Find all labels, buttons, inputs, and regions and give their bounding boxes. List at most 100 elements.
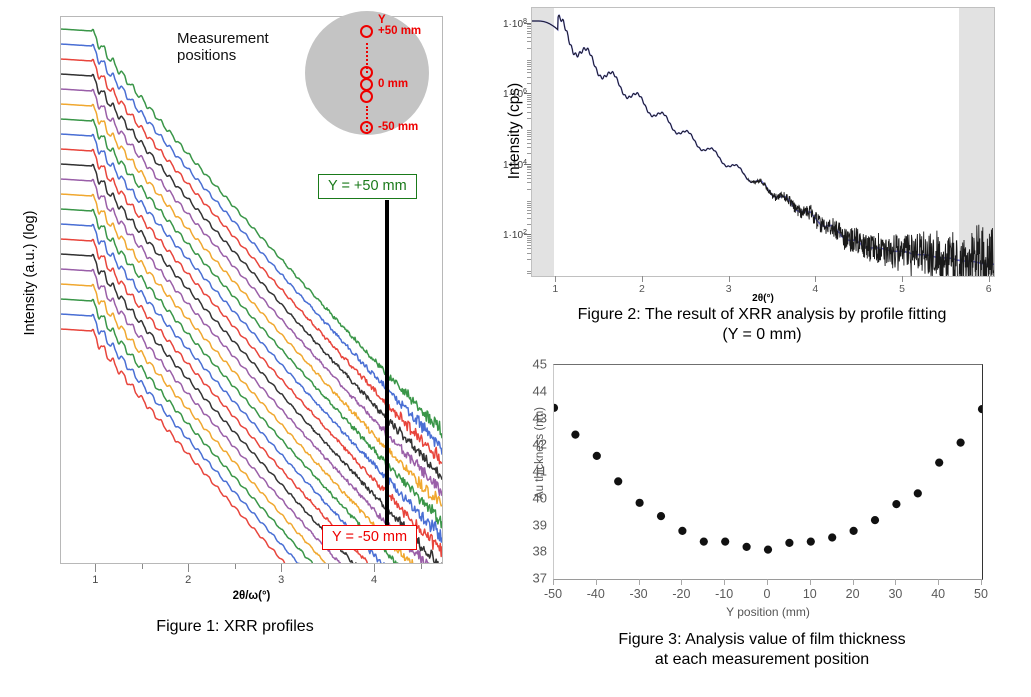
figure-2-y-minor-tick	[527, 248, 531, 250]
figure-3-x-tick	[724, 579, 726, 585]
figure-2-y-minor-tick	[527, 61, 531, 63]
figure-2-y-minor-tick	[527, 200, 531, 202]
figure-2-y-minor-tick	[527, 204, 531, 206]
figure-2-x-tick-label: 4	[812, 283, 819, 295]
figure-1-x-tick-label: 3	[278, 574, 285, 586]
xrr-profile-curve	[61, 73, 442, 480]
figure-3-y-tick-label: 38	[532, 543, 547, 559]
figure-3-x-tick	[938, 579, 940, 585]
figure-3-x-tick-label: -40	[586, 587, 605, 601]
figure-3-x-tick-label: -30	[629, 587, 648, 601]
figure-2-left-band	[532, 8, 554, 276]
figure-3-panel: Au thickness (nm) 37 38 39 40 41 42 43 44 45 -50…	[487, 352, 1031, 697]
scatter-point	[721, 537, 730, 546]
scatter-point	[699, 537, 708, 546]
figure-2-y-minor-tick	[527, 171, 531, 173]
figure-2-y-minor-tick	[527, 139, 531, 141]
figure-2-y-minor-tick	[527, 36, 531, 38]
scatter-point	[806, 537, 815, 546]
figure-3-x-tick-label: 50	[974, 587, 988, 601]
figure-2-caption: Figure 2: The result of XRR analysis by …	[497, 305, 1027, 346]
figure-2-y-minor-tick	[527, 76, 531, 78]
figure-2-y-tick	[524, 234, 531, 236]
figure-3-x-tick-label: 30	[888, 587, 903, 601]
scatter-point	[656, 512, 666, 521]
xrr-profile-curve	[61, 238, 369, 563]
figure-2-y-minor-tick	[527, 223, 531, 225]
xrr-profile-curve	[61, 118, 442, 529]
figure-2-y-minor-tick	[527, 252, 531, 254]
figure-2-y-minor-tick	[527, 130, 531, 132]
figure-2-x-tick	[728, 276, 730, 282]
figure-2-y-minor-tick	[527, 33, 531, 35]
figure-2-y-minor-tick	[527, 242, 531, 244]
scatter-point	[935, 458, 944, 467]
figure-2-y-minor-tick	[527, 245, 531, 247]
figure-1-x-tick-label: 4	[371, 574, 378, 586]
figure-3-x-tick	[681, 579, 683, 585]
figure-3-scatter-points	[554, 403, 982, 554]
figure-2-x-tick	[641, 276, 643, 282]
figure-2-y-minor-tick	[527, 174, 531, 176]
figure-3-y-tick-label: 44	[532, 383, 547, 399]
annotation-y-minus-50: Y = -50 mm	[322, 525, 418, 550]
figure-2-y-minor-tick	[527, 134, 531, 136]
scatter-point	[913, 489, 922, 498]
figure-2-y-minor-tick	[527, 169, 531, 171]
figure-3-x-tick-label: 10	[802, 587, 817, 601]
figure-2-x-tick	[988, 276, 990, 282]
scatter-point	[892, 500, 901, 509]
figure-1-x-tick	[374, 564, 376, 572]
figure-2-y-minor-tick	[527, 239, 531, 241]
figure-2-y-minor-tick	[527, 41, 531, 43]
scatter-point	[592, 451, 601, 460]
figure-2-y-minor-tick	[527, 136, 531, 138]
xrr-profile-curve	[61, 148, 442, 558]
figure-2-y-tick-label: 1·104	[502, 156, 527, 172]
figure-3-plot-area	[553, 364, 983, 580]
scatter-point	[614, 477, 623, 486]
figure-3-x-tick	[638, 579, 640, 585]
figure-1-marker-line	[385, 200, 389, 530]
figure-3-x-tick-label: 40	[931, 587, 946, 601]
figure-2-y-minor-tick	[527, 28, 531, 30]
figure-2-y-minor-tick	[527, 107, 531, 109]
figure-3-caption-line-1: Figure 3: Analysis value of film thickne…	[618, 631, 906, 648]
figure-2-y-minor-tick	[527, 236, 531, 238]
figure-3-x-tick-label: -20	[672, 587, 691, 601]
figure-3-y-tick-label: 37	[532, 570, 547, 586]
scatter-point	[849, 526, 858, 535]
figure-1-x-minor-tick	[141, 564, 143, 569]
figure-2-y-minor-tick	[527, 132, 531, 134]
xrr-profile-curve	[61, 88, 442, 497]
figure-2-y-minor-tick	[527, 104, 531, 105]
figure-3-x-tick-label: -50	[543, 587, 563, 601]
figure-2-y-minor-tick	[527, 63, 531, 65]
xrr-profile-curve	[61, 163, 442, 563]
figure-2-y-minor-tick	[527, 98, 531, 100]
scatter-point	[554, 403, 559, 412]
figure-1-x-minor-tick	[234, 564, 236, 569]
figure-1-panel: Intensity (a.u.) (log) Measurement posit…	[0, 0, 470, 660]
figure-3-x-tick	[553, 579, 554, 585]
scatter-point	[785, 538, 794, 547]
figure-2-x-tick	[555, 276, 557, 282]
figure-2-x-tick	[901, 276, 903, 282]
figure-1-caption: Figure 1: XRR profiles	[156, 618, 314, 635]
figure-2-x-axis-label: 2θ(°)	[752, 293, 774, 304]
figure-2-y-minor-tick	[527, 118, 531, 120]
figure-2-y-minor-tick	[527, 167, 531, 169]
figure-1-x-tick-label: 1	[92, 574, 99, 586]
figure-2-y-minor-tick	[527, 111, 531, 113]
xrr-profile-curve	[61, 253, 357, 563]
xrr-profile-curve	[61, 268, 342, 563]
figure-2-caption-line-2: (Y = 0 mm)	[722, 326, 802, 344]
figure-2-y-minor-tick	[527, 202, 531, 204]
figure-2-x-tick-label: 6	[985, 283, 992, 295]
xrr-profile-curve	[61, 58, 442, 465]
figure-2-panel: Intensity (cps) 1·108 1·106 1·104 1·102 1 2 3…	[487, 2, 1031, 347]
scatter-point	[977, 405, 982, 414]
figure-2-x-tick-label: 2	[639, 283, 645, 295]
figure-2-y-minor-tick	[527, 65, 531, 67]
figure-2-y-minor-tick	[527, 177, 531, 179]
